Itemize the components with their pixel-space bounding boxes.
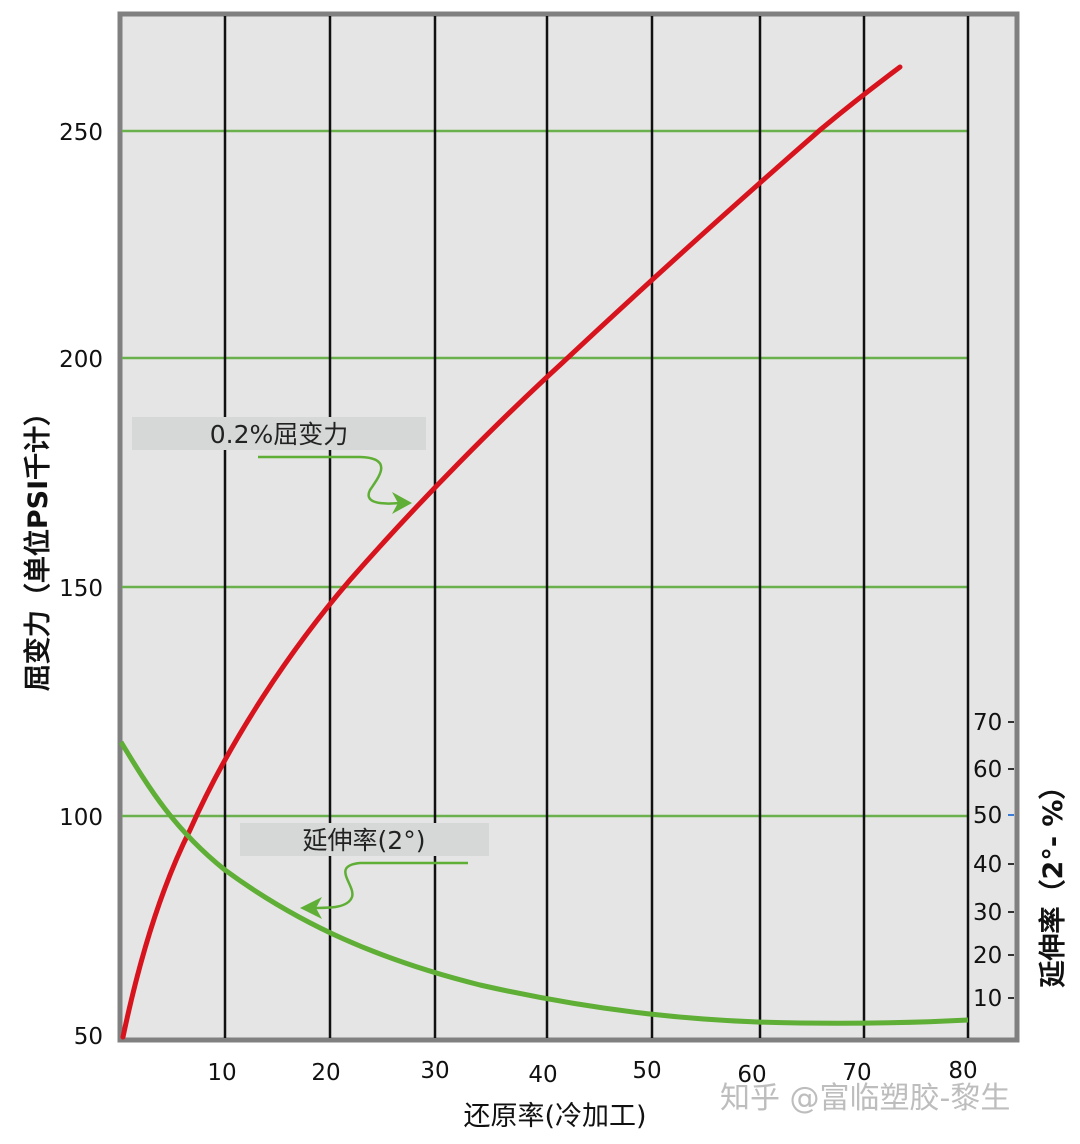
annotation-yield-box (132, 417, 426, 450)
svg-text:40: 40 (973, 852, 1002, 878)
svg-text:50: 50 (632, 1058, 661, 1084)
x-tick-labels: 10 20 30 40 50 60 70 80 (207, 1058, 977, 1088)
y-axis-title: 屈变力（单位PSI千计） (22, 399, 54, 691)
svg-text:60: 60 (973, 757, 1002, 783)
svg-text:80: 80 (948, 1058, 977, 1084)
horizontal-gridlines (122, 129, 968, 818)
svg-text:100: 100 (59, 805, 103, 831)
svg-text:40: 40 (528, 1062, 557, 1088)
svg-text:10: 10 (973, 986, 1002, 1012)
elongation-curve (118, 740, 969, 1026)
svg-text:50: 50 (973, 803, 1002, 829)
svg-text:50: 50 (74, 1024, 103, 1050)
x-axis-title: 还原率(冷加工) (463, 1101, 646, 1132)
svg-text:200: 200 (59, 347, 103, 373)
arrow-elong (311, 861, 468, 910)
left-y-tick-labels: 250 200 150 100 50 (59, 120, 103, 1050)
y-right-axis-title: 延伸率（2°- %） (1037, 773, 1069, 989)
svg-text:70: 70 (842, 1060, 871, 1086)
svg-text:250: 250 (59, 120, 103, 146)
svg-text:150: 150 (59, 576, 103, 602)
yield-strength-curve (120, 64, 903, 1040)
vertical-gridlines (223, 16, 970, 1038)
right-y-tick-marks (1008, 721, 1014, 999)
arrow-elong-head-icon (300, 897, 322, 919)
watermark: 知乎 @富临塑胶-黎生 (720, 1081, 1010, 1116)
svg-text:30: 30 (420, 1058, 449, 1084)
svg-text:70: 70 (973, 710, 1002, 736)
right-y-tick-labels: 70 60 50 40 30 20 10 (973, 710, 1002, 1012)
svg-text:60: 60 (737, 1062, 766, 1088)
svg-text:10: 10 (207, 1060, 236, 1086)
svg-text:30: 30 (973, 900, 1002, 926)
annotation-yield-label: 0.2%屈变力 (210, 420, 349, 449)
annotation-elong-box (240, 823, 489, 856)
svg-text:20: 20 (973, 943, 1002, 969)
arrow-yield (258, 455, 401, 505)
annotation-elong-label: 延伸率(2°) (303, 826, 426, 855)
arrow-yield-head-icon (392, 492, 412, 514)
plot-area (117, 11, 1020, 1043)
svg-text:20: 20 (311, 1060, 340, 1086)
